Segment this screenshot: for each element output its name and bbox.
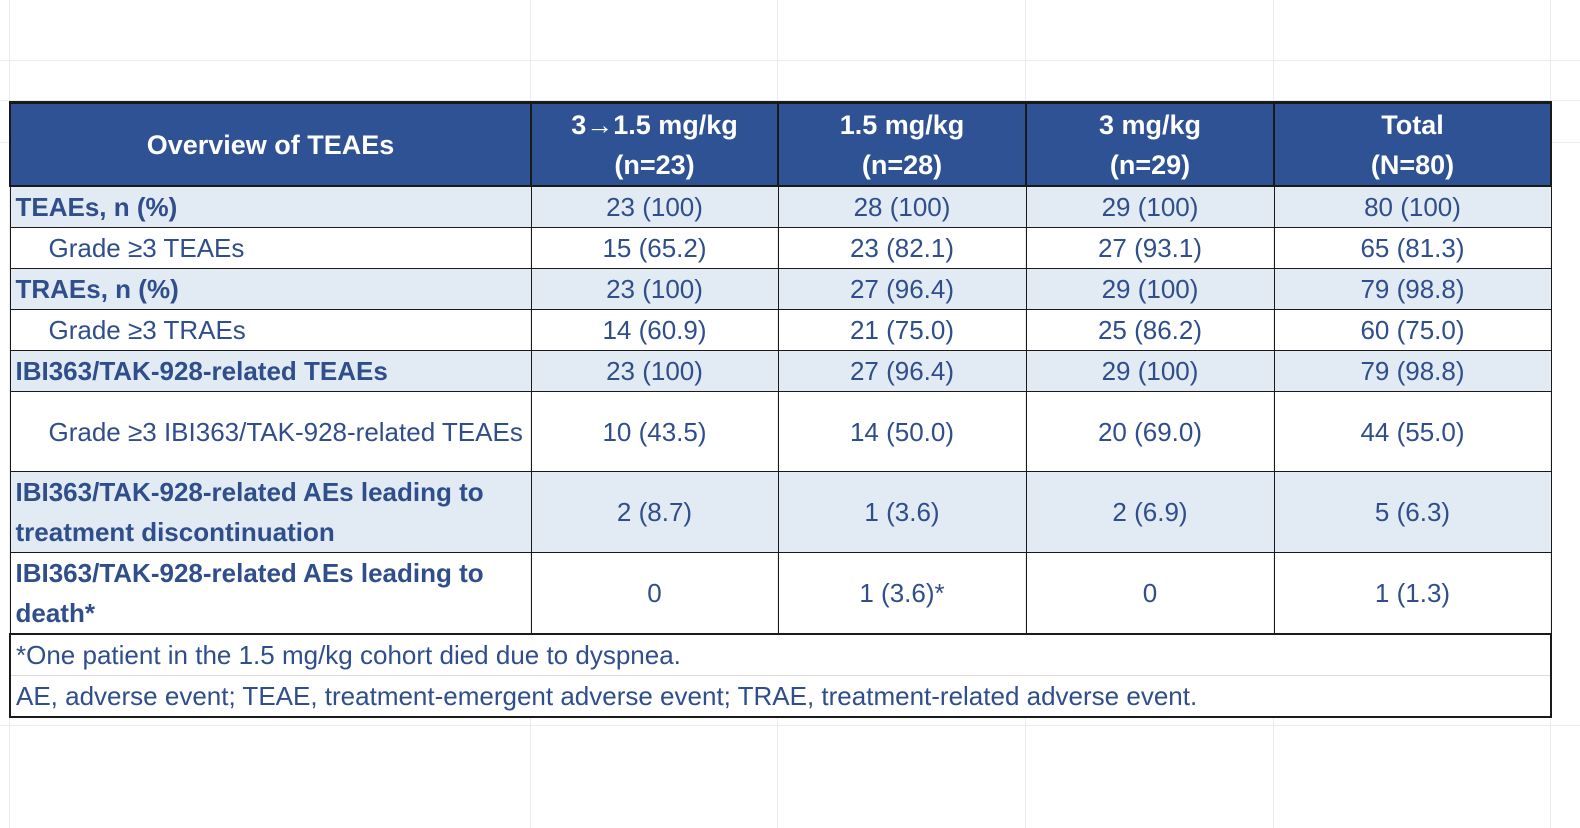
header-col-3[interactable]: 3 mg/kg (n=29) [1025,101,1275,187]
table-row: Grade ≥3 TEAEs 15 (65.2) 23 (82.1) 27 (9… [9,227,1552,269]
row-label[interactable]: Grade ≥3 TRAEs [9,309,532,351]
table-cell[interactable]: 14 (50.0) [777,391,1027,472]
header-col-3-dose: 3 mg/kg [1098,109,1202,140]
table-row: Grade ≥3 IBI363/TAK-928-related TEAEs 10… [9,391,1552,472]
footnote-row: *One patient in the 1.5 mg/kg cohort die… [9,633,1552,676]
table-cell[interactable]: 23 (100) [530,268,779,310]
table-cell[interactable]: 27 (96.4) [777,350,1027,392]
table-cell[interactable]: 29 (100) [1025,350,1275,392]
table-cell[interactable]: 15 (65.2) [530,227,779,269]
table-cell[interactable]: 60 (75.0) [1273,309,1552,351]
row-label[interactable]: Grade ≥3 IBI363/TAK-928-related TEAEs [9,391,532,472]
table-cell[interactable]: 20 (69.0) [1025,391,1275,472]
header-col-1.5-n: (n=28) [861,149,943,180]
table-cell[interactable]: 23 (100) [530,185,779,228]
table-cell[interactable]: 44 (55.0) [1273,391,1552,472]
table-row: TEAEs, n (%) 23 (100) 28 (100) 29 (100) … [9,185,1552,228]
table-cell[interactable]: 2 (6.9) [1025,471,1275,553]
footnote-death[interactable]: *One patient in the 1.5 mg/kg cohort die… [9,633,1552,676]
table-cell[interactable]: 5 (6.3) [1273,471,1552,553]
header-col-3-n: (n=29) [1109,149,1191,180]
table-cell[interactable]: 21 (75.0) [777,309,1027,351]
header-col-total-label: Total [1381,109,1444,140]
header-col-3to1.5-dose: 3→1.5 mg/kg [571,109,738,140]
table-cell[interactable]: 14 (60.9) [530,309,779,351]
header-col-total[interactable]: Total (N=80) [1273,101,1552,187]
table-cell[interactable]: 29 (100) [1025,268,1275,310]
teae-overview-table: Overview of TEAEs 3→1.5 mg/kg (n=23) 1.5… [9,101,1552,718]
table-row: IBI363/TAK-928-related TEAEs 23 (100) 27… [9,350,1552,392]
table-cell[interactable]: 23 (82.1) [777,227,1027,269]
header-col-3to1.5-n: (n=23) [614,149,695,180]
table-row: IBI363/TAK-928-related AEs leading to de… [9,552,1552,635]
table-cell[interactable]: 1 (3.6)* [777,552,1027,635]
table-row: TRAEs, n (%) 23 (100) 27 (96.4) 29 (100)… [9,268,1552,310]
table-cell[interactable]: 29 (100) [1025,185,1275,228]
header-col-total-n: (N=80) [1370,149,1455,180]
table-cell[interactable]: 65 (81.3) [1273,227,1552,269]
table-cell[interactable]: 80 (100) [1273,185,1552,228]
header-overview[interactable]: Overview of TEAEs [9,101,532,187]
table-row: IBI363/TAK-928-related AEs leading to tr… [9,471,1552,553]
table-cell[interactable]: 27 (93.1) [1025,227,1275,269]
row-label[interactable]: TRAEs, n (%) [9,268,532,310]
row-label[interactable]: IBI363/TAK-928-related AEs leading to tr… [9,471,532,553]
table-cell[interactable]: 0 [1025,552,1275,635]
header-col-1.5[interactable]: 1.5 mg/kg (n=28) [777,101,1027,187]
row-label[interactable]: Grade ≥3 TEAEs [9,227,532,269]
table-row: Grade ≥3 TRAEs 14 (60.9) 21 (75.0) 25 (8… [9,309,1552,351]
table-cell[interactable]: 1 (1.3) [1273,552,1552,635]
table-cell[interactable]: 27 (96.4) [777,268,1027,310]
header-col-3to1.5[interactable]: 3→1.5 mg/kg (n=23) [530,101,779,187]
footnote-abbreviations[interactable]: AE, adverse event; TEAE, treatment-emerg… [9,675,1552,718]
header-row: Overview of TEAEs 3→1.5 mg/kg (n=23) 1.5… [9,101,1552,187]
table-cell[interactable]: 10 (43.5) [530,391,779,472]
table-cell[interactable]: 79 (98.8) [1273,350,1552,392]
table-cell[interactable]: 23 (100) [530,350,779,392]
table-cell[interactable]: 0 [530,552,779,635]
footnote-row: AE, adverse event; TEAE, treatment-emerg… [9,675,1552,718]
row-label[interactable]: TEAEs, n (%) [9,185,532,228]
row-label[interactable]: IBI363/TAK-928-related TEAEs [9,350,532,392]
table-cell[interactable]: 79 (98.8) [1273,268,1552,310]
table-cell[interactable]: 28 (100) [777,185,1027,228]
table-cell[interactable]: 1 (3.6) [777,471,1027,553]
table-cell[interactable]: 2 (8.7) [530,471,779,553]
table-cell[interactable]: 25 (86.2) [1025,309,1275,351]
header-col-1.5-dose: 1.5 mg/kg [839,109,965,140]
row-label[interactable]: IBI363/TAK-928-related AEs leading to de… [9,552,532,635]
